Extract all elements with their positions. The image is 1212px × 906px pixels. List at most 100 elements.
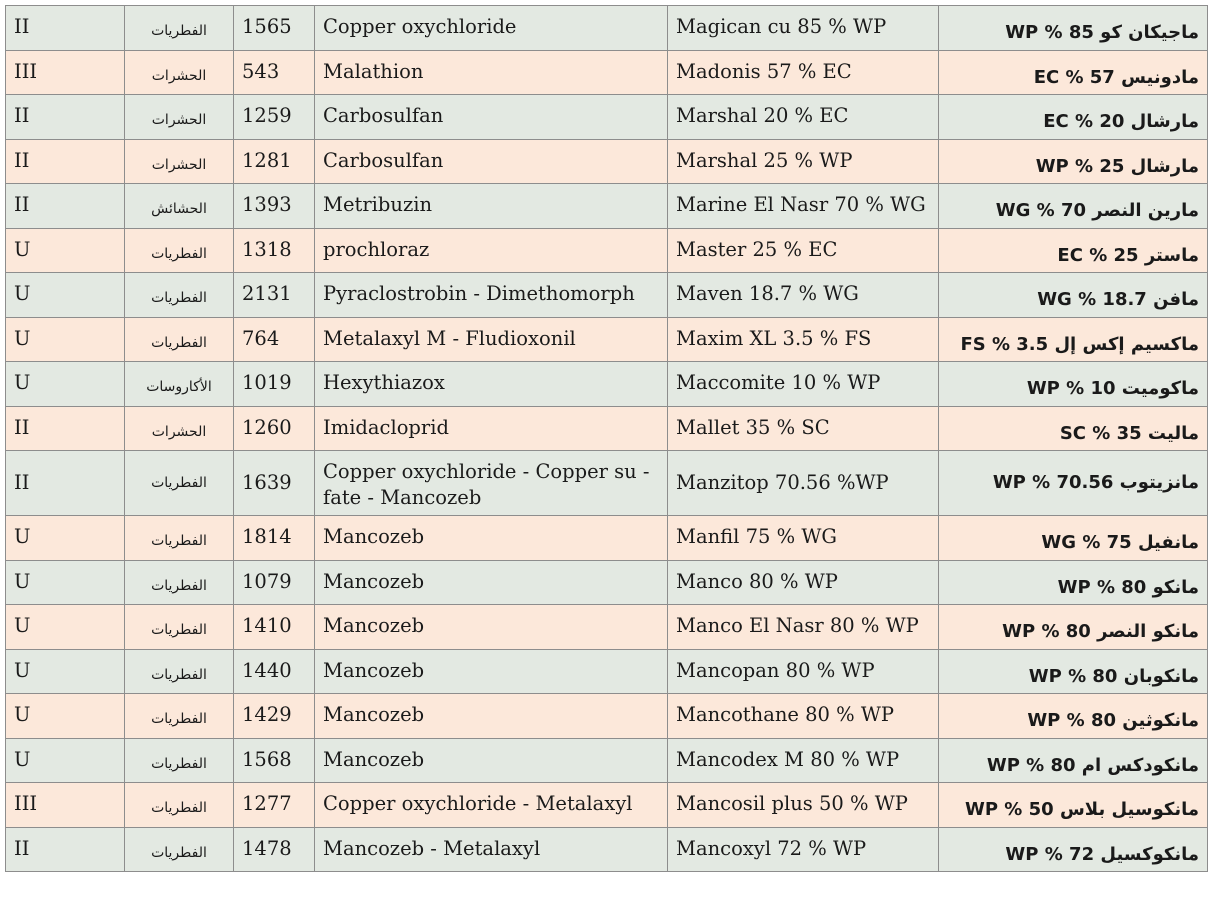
arabic-trade-name-cell: مانكوكسيل 72 % WP	[938, 826, 1208, 872]
trade-name-cell: Manco El Nasr 80 % WP	[667, 604, 939, 650]
registration-number-cell: 2131	[233, 272, 315, 318]
table-row: U الفطريات 1429 Mancozeb Mancothane 80 %…	[5, 693, 1208, 739]
registration-number-cell: 764	[233, 316, 315, 362]
table-row: U الفطريات 2131 Pyraclostrobin - Dimetho…	[5, 272, 1208, 318]
arabic-trade-name-cell: ماجيكان كو 85 % WP	[938, 5, 1208, 51]
arabic-trade-name-cell: ماكوميت 10 % WP	[938, 361, 1208, 407]
active-ingredient-cell: Mancozeb	[314, 515, 668, 561]
toxicity-class-cell: II	[5, 826, 125, 872]
toxicity-class-cell: III	[5, 49, 125, 95]
arabic-trade-name-cell: ماليت 35 % SC	[938, 405, 1208, 451]
active-ingredient-cell: Pyraclostrobin - Dimethomorph	[314, 272, 668, 318]
toxicity-class-cell: U	[5, 604, 125, 650]
pest-category-cell: الفطريات	[124, 826, 234, 872]
active-ingredient-cell: Copper oxychloride - Copper su - fate - …	[314, 450, 668, 516]
registration-number-cell: 1260	[233, 405, 315, 451]
registration-number-cell: 1277	[233, 782, 315, 828]
arabic-trade-name-cell: مارشال 20 % EC	[938, 94, 1208, 140]
toxicity-class-cell: U	[5, 648, 125, 694]
pest-category-cell: الأكاروسات	[124, 361, 234, 407]
trade-name-cell: Maven 18.7 % WG	[667, 272, 939, 318]
registration-number-cell: 1318	[233, 227, 315, 273]
active-ingredient-cell: prochloraz	[314, 227, 668, 273]
pest-category-cell: الحشرات	[124, 138, 234, 184]
pesticide-table: II الفطريات 1565 Copper oxychloride Magi…	[5, 5, 1208, 872]
registration-number-cell: 1393	[233, 183, 315, 229]
registration-number-cell: 1410	[233, 604, 315, 650]
active-ingredient-cell: Copper oxychloride	[314, 5, 668, 51]
pest-category-cell: الفطريات	[124, 227, 234, 273]
pest-category-cell: الحشرات	[124, 94, 234, 140]
toxicity-class-cell: III	[5, 782, 125, 828]
trade-name-cell: Marine El Nasr 70 % WG	[667, 183, 939, 229]
trade-name-cell: Maxim XL 3.5 % FS	[667, 316, 939, 362]
trade-name-cell: Maccomite 10 % WP	[667, 361, 939, 407]
table-row: U الفطريات 1079 Mancozeb Manco 80 % WP م…	[5, 559, 1208, 605]
pest-category-cell: الفطريات	[124, 316, 234, 362]
pest-category-cell: الحشائش	[124, 183, 234, 229]
registration-number-cell: 1440	[233, 648, 315, 694]
trade-name-cell: Marshal 20 % EC	[667, 94, 939, 140]
toxicity-class-cell: U	[5, 272, 125, 318]
trade-name-cell: Manzitop 70.56 %WP	[667, 450, 939, 516]
registration-number-cell: 1281	[233, 138, 315, 184]
registration-number-cell: 1259	[233, 94, 315, 140]
active-ingredient-cell: Mancozeb	[314, 737, 668, 783]
arabic-trade-name-cell: مانكو النصر 80 % WP	[938, 604, 1208, 650]
table-row: U الفطريات 1814 Mancozeb Manfil 75 % WG …	[5, 515, 1208, 561]
pest-category-cell: الفطريات	[124, 737, 234, 783]
table-row: II الفطريات 1565 Copper oxychloride Magi…	[5, 5, 1208, 51]
trade-name-cell: Manfil 75 % WG	[667, 515, 939, 561]
active-ingredient-cell: Metalaxyl M - Fludioxonil	[314, 316, 668, 362]
toxicity-class-cell: II	[5, 138, 125, 184]
pest-category-cell: الفطريات	[124, 693, 234, 739]
table-row: U الفطريات 1440 Mancozeb Mancopan 80 % W…	[5, 648, 1208, 694]
trade-name-cell: Mancosil plus 50 % WP	[667, 782, 939, 828]
table-row: II الفطريات 1478 Mancozeb - Metalaxyl Ma…	[5, 826, 1208, 872]
table-row: II الفطريات 1639 Copper oxychloride - Co…	[5, 450, 1208, 516]
trade-name-cell: Mancothane 80 % WP	[667, 693, 939, 739]
active-ingredient-cell: Mancozeb	[314, 648, 668, 694]
toxicity-class-cell: II	[5, 183, 125, 229]
trade-name-cell: Marshal 25 % WP	[667, 138, 939, 184]
toxicity-class-cell: II	[5, 450, 125, 516]
pest-category-cell: الفطريات	[124, 450, 234, 516]
table-row: U الفطريات 764 Metalaxyl M - Fludioxonil…	[5, 316, 1208, 362]
registration-number-cell: 1429	[233, 693, 315, 739]
toxicity-class-cell: U	[5, 316, 125, 362]
active-ingredient-cell: Carbosulfan	[314, 94, 668, 140]
table-row: U الفطريات 1318 prochloraz Master 25 % E…	[5, 227, 1208, 273]
arabic-trade-name-cell: مانكوثين 80 % WP	[938, 693, 1208, 739]
trade-name-cell: Master 25 % EC	[667, 227, 939, 273]
active-ingredient-cell: Mancozeb - Metalaxyl	[314, 826, 668, 872]
arabic-trade-name-cell: مارشال 25 % WP	[938, 138, 1208, 184]
pest-category-cell: الفطريات	[124, 515, 234, 561]
table-row: III الفطريات 1277 Copper oxychloride - M…	[5, 782, 1208, 828]
table-row: II الحشرات 1281 Carbosulfan Marshal 25 %…	[5, 138, 1208, 184]
trade-name-cell: Manco 80 % WP	[667, 559, 939, 605]
arabic-trade-name-cell: مانكودكس ام 80 % WP	[938, 737, 1208, 783]
pesticide-table-body: II الفطريات 1565 Copper oxychloride Magi…	[5, 5, 1208, 872]
trade-name-cell: Mancodex M 80 % WP	[667, 737, 939, 783]
pest-category-cell: الفطريات	[124, 559, 234, 605]
arabic-trade-name-cell: مافن 18.7 % WG	[938, 272, 1208, 318]
arabic-trade-name-cell: مانكوسيل بلاس 50 % WP	[938, 782, 1208, 828]
registration-number-cell: 1639	[233, 450, 315, 516]
table-row: U الفطريات 1410 Mancozeb Manco El Nasr 8…	[5, 604, 1208, 650]
active-ingredient-cell: Imidacloprid	[314, 405, 668, 451]
pest-category-cell: الفطريات	[124, 648, 234, 694]
table-row: II الحشرات 1259 Carbosulfan Marshal 20 %…	[5, 94, 1208, 140]
toxicity-class-cell: U	[5, 559, 125, 605]
pest-category-cell: الفطريات	[124, 782, 234, 828]
trade-name-cell: Magican cu 85 % WP	[667, 5, 939, 51]
toxicity-class-cell: II	[5, 5, 125, 51]
active-ingredient-cell: Metribuzin	[314, 183, 668, 229]
arabic-trade-name-cell: مارين النصر 70 % WG	[938, 183, 1208, 229]
arabic-trade-name-cell: مانكو 80 % WP	[938, 559, 1208, 605]
active-ingredient-cell: Hexythiazox	[314, 361, 668, 407]
active-ingredient-cell: Copper oxychloride - Metalaxyl	[314, 782, 668, 828]
arabic-trade-name-cell: ماكسيم إكس إل 3.5 % FS	[938, 316, 1208, 362]
active-ingredient-cell: Mancozeb	[314, 559, 668, 605]
trade-name-cell: Mallet 35 % SC	[667, 405, 939, 451]
table-row: II الحشرات 1260 Imidacloprid Mallet 35 %…	[5, 405, 1208, 451]
